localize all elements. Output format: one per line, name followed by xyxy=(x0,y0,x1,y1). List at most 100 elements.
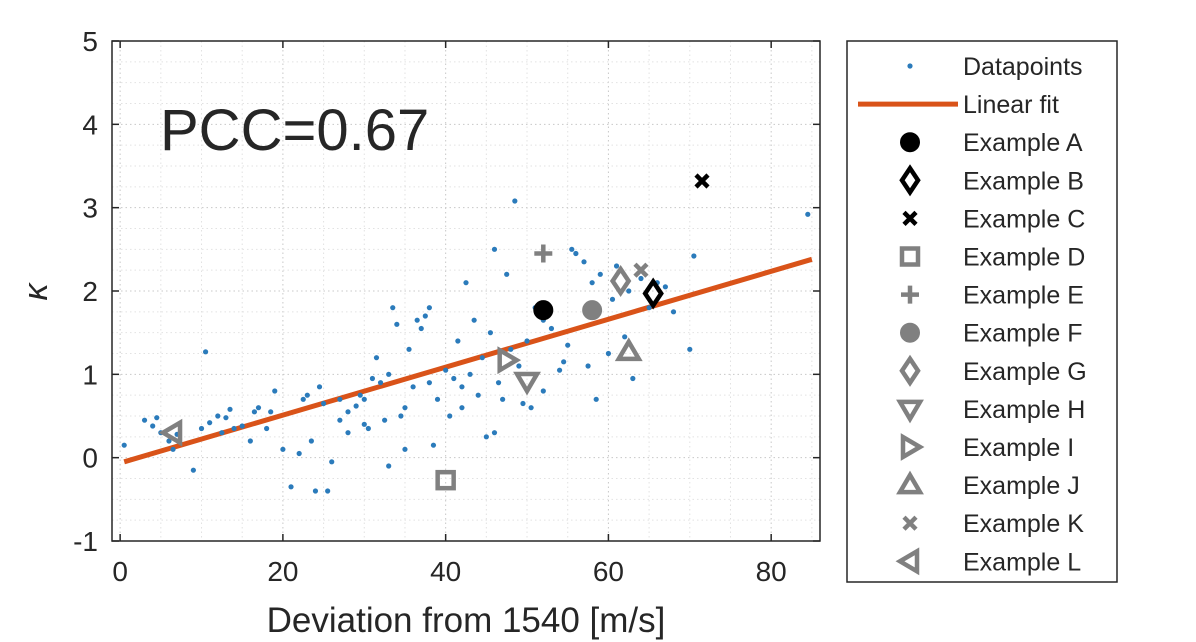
x-tick-label: 80 xyxy=(756,556,787,587)
datapoint xyxy=(662,284,668,290)
datapoint xyxy=(190,467,196,473)
datapoint xyxy=(524,338,530,344)
legend-swatch-example-i xyxy=(900,433,925,461)
datapoint xyxy=(463,280,469,286)
datapoint xyxy=(255,405,262,411)
datapoint xyxy=(569,246,575,252)
datapoint xyxy=(512,198,518,204)
x-axis-label: Deviation from 1540 [m/s] xyxy=(267,601,666,640)
datapoint xyxy=(426,305,432,311)
datapoint xyxy=(316,384,323,390)
datapoint xyxy=(593,396,599,402)
datapoint xyxy=(422,313,428,319)
datapoint xyxy=(402,446,408,452)
legend-label-datapoints: Datapoints xyxy=(963,53,1083,81)
legend-swatch-example-d xyxy=(899,246,921,267)
datapoint xyxy=(585,363,591,369)
datapoint xyxy=(565,342,571,348)
datapoint xyxy=(573,250,579,257)
y-tick-label: 4 xyxy=(82,109,98,140)
datapoint xyxy=(398,413,404,419)
datapoint xyxy=(239,423,245,429)
legend-label-example-a: Example A xyxy=(963,129,1083,157)
datapoint xyxy=(646,305,652,311)
y-tick-label: 3 xyxy=(82,193,98,224)
datapoint xyxy=(386,463,392,469)
legend-swatch-example-c xyxy=(902,210,918,226)
legend-label-example-f: Example F xyxy=(963,320,1082,348)
datapoint xyxy=(402,405,408,411)
legend-label-example-l: Example L xyxy=(963,548,1081,576)
legend: Datapoints Linear fit Example A Example B Ex… xyxy=(846,40,1118,583)
datapoint xyxy=(272,388,278,394)
marker-example-k xyxy=(633,262,649,278)
datapoint xyxy=(479,355,485,361)
y-tick-label: 5 xyxy=(82,26,98,57)
legend-box xyxy=(846,40,1118,583)
datapoint xyxy=(556,367,563,373)
datapoint xyxy=(687,346,693,352)
datapoint xyxy=(121,442,127,448)
datapoint xyxy=(581,259,587,265)
datapoint xyxy=(443,367,449,373)
datapoint xyxy=(251,409,258,415)
datapoint xyxy=(691,253,697,259)
datapoint xyxy=(483,434,489,440)
x-tick-label: 40 xyxy=(430,556,461,587)
datapoint xyxy=(219,430,225,436)
datapoint xyxy=(508,346,514,352)
datapoint xyxy=(198,425,205,432)
datapoint xyxy=(467,371,473,377)
datapoint xyxy=(312,488,319,494)
legend-swatch-example-l xyxy=(895,547,920,576)
x-tick-label: 20 xyxy=(267,556,298,587)
axes: 0 20 40 60 80 -1 0 1 2 3 4 5 xyxy=(73,26,820,587)
legend-label-example-g: Example G xyxy=(963,358,1087,386)
x-tick-label: 0 xyxy=(112,556,128,587)
legend-swatch-example-f xyxy=(900,322,920,343)
datapoint xyxy=(223,415,229,421)
y-axis-label: κ xyxy=(17,282,55,301)
datapoint xyxy=(390,305,396,311)
fit-layer xyxy=(123,256,813,465)
datapoint xyxy=(154,415,160,421)
datapoint xyxy=(202,349,209,355)
datapoint xyxy=(406,346,412,352)
datapoint xyxy=(264,425,270,432)
datapoint xyxy=(528,405,534,411)
datapoint xyxy=(491,430,498,436)
datapoint xyxy=(345,430,351,436)
marker-example-b xyxy=(642,277,664,310)
datapoint xyxy=(357,392,363,398)
legend-label-example-c: Example C xyxy=(963,205,1085,233)
y-tick-label: -1 xyxy=(73,526,98,557)
datapoint xyxy=(426,380,432,386)
legend-swatch-example-a xyxy=(900,132,920,153)
marker-example-e xyxy=(534,244,553,263)
datapoint xyxy=(320,400,327,407)
legend-swatch-datapoints xyxy=(907,63,913,69)
marker-example-f xyxy=(582,300,603,321)
datapoint xyxy=(520,400,526,407)
legend-label-example-b: Example B xyxy=(963,167,1084,195)
datapoint xyxy=(231,425,237,432)
datapoint xyxy=(382,417,388,423)
datapoint xyxy=(345,409,351,415)
legend-label-example-d: Example D xyxy=(963,244,1085,272)
datapoint xyxy=(288,484,294,490)
datapoint xyxy=(622,334,628,340)
datapoint xyxy=(613,263,620,269)
legend-swatch-example-j xyxy=(896,470,924,495)
datapoint xyxy=(455,338,461,344)
legend-swatch-example-b xyxy=(899,164,921,197)
datapoint xyxy=(495,380,502,386)
datapoint xyxy=(353,403,359,409)
marker-example-c xyxy=(694,173,710,189)
legend-swatch-example-g xyxy=(899,354,921,387)
marker-example-d xyxy=(435,469,456,491)
datapoint xyxy=(300,396,306,402)
legend-label-example-j: Example J xyxy=(963,472,1080,500)
datapoint xyxy=(337,396,343,402)
datapoint xyxy=(459,405,465,411)
